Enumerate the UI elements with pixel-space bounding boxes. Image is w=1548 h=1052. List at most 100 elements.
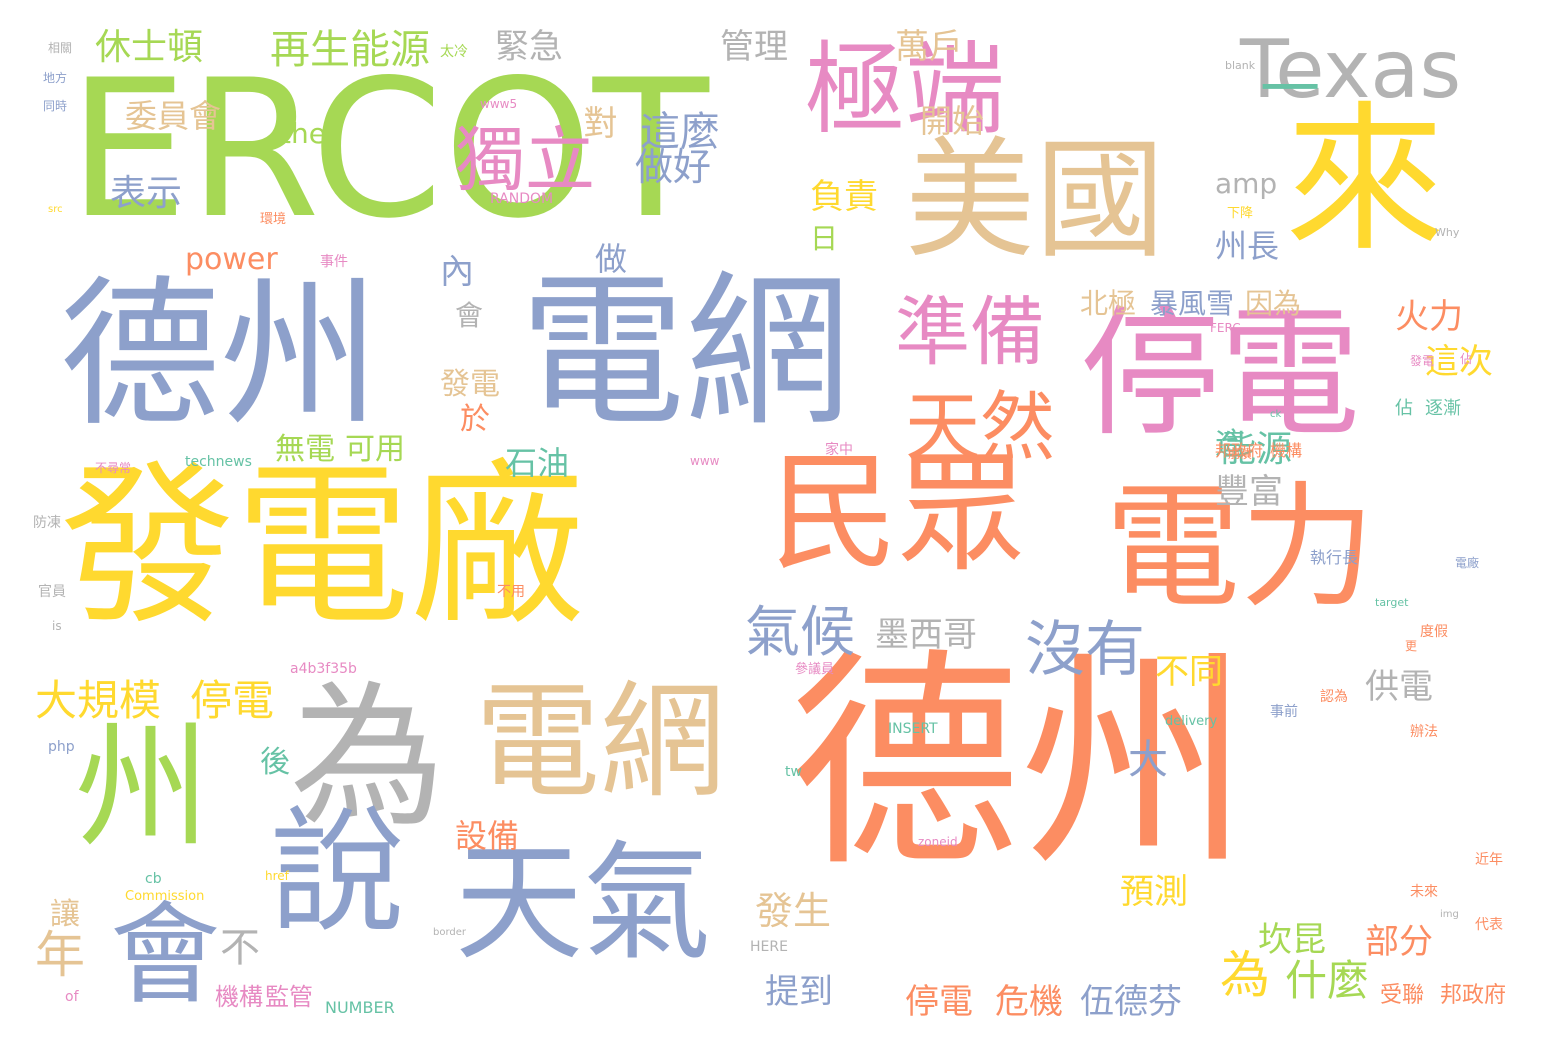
cloud-word: 提到 [765,972,833,1012]
cloud-word: 做 [595,240,628,278]
cloud-word: 墨西哥 [875,615,977,655]
cloud-word: 停電 [1080,293,1361,456]
cloud-word: 地方 [43,71,68,85]
cloud-word: 同時 [43,99,68,113]
cloud-word: 因為 [1245,287,1302,320]
cloud-word: 一 [1260,55,1320,125]
cloud-word: 下降 [1227,206,1254,221]
cloud-word: 佔 [1460,352,1473,366]
cloud-word: 準備 [895,288,1046,376]
cloud-word: 德州 [60,261,381,448]
cloud-word: 為 [290,667,445,848]
cloud-word: 休士頓 [95,27,204,68]
cloud-word: 美國 [905,124,1166,276]
cloud-word: 暴風雪 [1150,287,1235,320]
cloud-word: 部分 [1365,922,1433,962]
cloud-word: 更 [1405,639,1418,653]
cloud-word: 沒有 [1025,615,1145,685]
cloud-word: NUMBER [325,998,395,1017]
cloud-word: the [280,117,326,150]
cloud-word: 會 [110,891,220,1019]
cloud-word: php [48,739,75,755]
cloud-word: Commission [125,889,205,904]
cloud-word: src [48,204,63,215]
cloud-word: 事件 [320,254,348,270]
cloud-word: 執行長 [1310,548,1359,567]
cloud-word: 電網 [520,256,850,448]
cloud-word: 事前 [1270,704,1298,720]
cloud-word: 會 [455,299,484,332]
cloud-word: blank [1225,59,1256,72]
cloud-word: 天然 [905,383,1056,471]
cloud-word: href [265,869,289,883]
cloud-word: 危機 [995,982,1063,1022]
cloud-word: 崩潰 [1228,447,1253,461]
cloud-word: target [1375,596,1409,609]
cloud-word: 這次 [1425,342,1493,382]
cloud-word: 發生 [755,889,832,933]
cloud-word: 不同 [1155,652,1223,692]
cloud-word: 發電廠 [60,446,585,649]
cloud-word: 不尋常 [95,461,132,475]
cloud-word: 後 [260,745,290,780]
cloud-word: 州長 [1215,227,1280,265]
cloud-word: zoneid [918,835,958,849]
cloud-word: 坎昆 [1258,920,1326,960]
cloud-word: 未來 [1410,884,1438,900]
cloud-word: 電網 [475,670,725,815]
cloud-word: 太冷 [440,44,468,60]
cloud-word: 伍德芬 [1080,982,1182,1022]
cloud-word: 大 [1128,737,1168,783]
cloud-word: 民眾 [770,439,1027,588]
cloud-word: 對 [577,105,617,139]
cloud-word: a4b3f35b [290,661,357,677]
cloud-word: 這麼 [640,109,720,155]
cloud-word: 邦政府 [1215,441,1264,460]
cloud-word: 開始 [920,102,985,140]
cloud-word: 讓 [50,897,80,932]
cloud-word: 豐富 [1215,472,1283,512]
cloud-word: 防凍 [33,515,61,531]
cloud-word: 逐漸 [1425,398,1461,419]
cloud-word: 氣候 [745,600,856,664]
cloud-word: 發電 [440,367,500,402]
cloud-word: 緊急 [495,27,563,67]
cloud-word: www [690,454,720,468]
cloud-word: 度假 [1420,624,1448,640]
cloud-word: 獨立 [455,119,595,201]
cloud-word: 發電 [1410,354,1435,368]
cloud-word: 電力 [1105,469,1375,626]
cloud-word: 管理 [720,27,788,67]
cloud-word: ck [1270,409,1282,420]
cloud-word: 來 [1285,86,1446,273]
cloud-word: 於 [460,402,490,437]
cloud-word: of [65,989,79,1005]
cloud-word: 監管 [265,983,313,1011]
cloud-word: 內 [440,252,474,292]
cloud-word: INSERT [888,721,938,737]
cloud-word: 不用 [497,584,525,600]
cloud-word: is [52,619,62,633]
cloud-word: 萬戶 [895,27,963,67]
cloud-word: Texas [1240,23,1462,116]
cloud-word: 機構 [215,983,263,1011]
cloud-word: ERCOT [68,39,709,260]
cloud-word: 環境 [260,212,287,227]
cloud-word: delivery [1165,714,1218,729]
cloud-word: HERE [750,939,788,955]
cloud-word: border [433,927,467,938]
cloud-word: amp [1215,167,1278,200]
cloud-word: 電廠 [1455,556,1480,570]
cloud-word: 德州 [790,631,1251,898]
cloud-word: 為 [1220,946,1270,1004]
cloud-word: 無電 [275,432,335,467]
cloud-word: Why [1435,226,1460,239]
cloud-word: cb [145,871,162,887]
cloud-word: 代表 [1475,917,1503,933]
cloud-word: 石油 [505,444,570,482]
cloud-word: 天氣 [455,829,712,978]
cloud-word: 日 [810,222,839,255]
cloud-word: 家中 [825,442,853,458]
cloud-word: 委員會 [125,97,222,135]
